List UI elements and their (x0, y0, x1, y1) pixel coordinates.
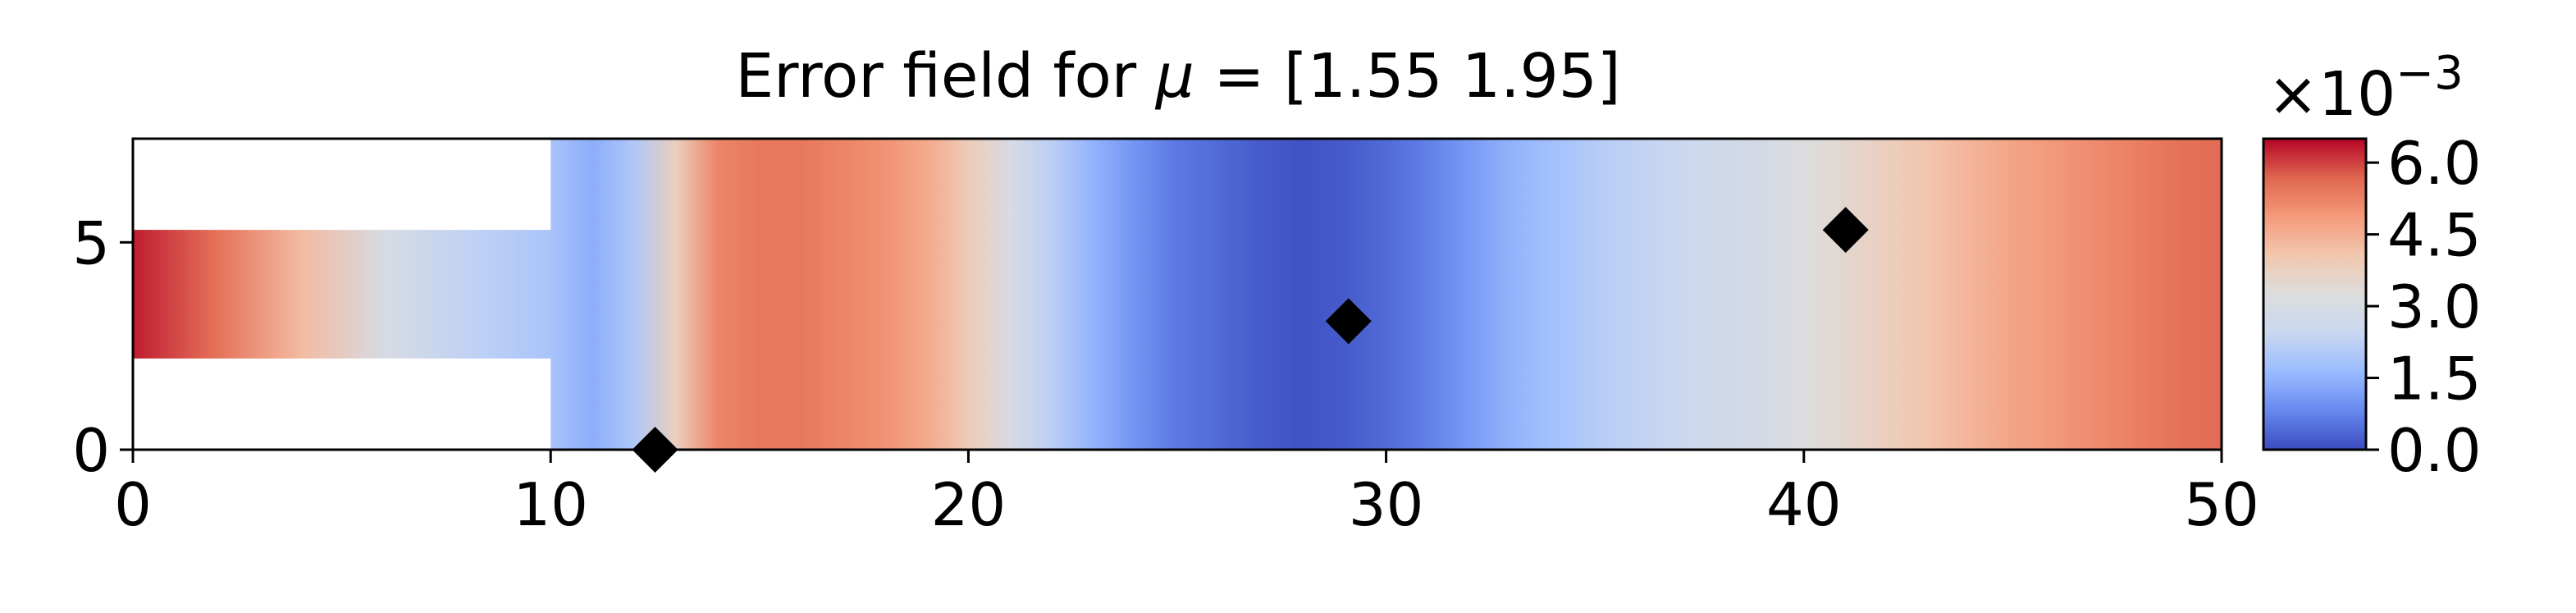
x-axis: 0 10 20 30 40 50 (114, 450, 2259, 539)
colorbar-ticks: 0.01.53.04.56.0 (2366, 129, 2482, 485)
colorbar-scale-exponent: −3 (2396, 47, 2464, 100)
x-tick-label: 30 (1349, 470, 1424, 539)
sensor-marker-2 (1325, 298, 1372, 345)
x-tick-label: 40 (1766, 470, 1842, 539)
colorbar-tick-label: 3.0 (2387, 272, 2482, 341)
y-tick-label: 5 (72, 208, 110, 277)
colorbar-tick-label: 1.5 (2387, 345, 2482, 414)
sensor-markers (632, 207, 1869, 473)
y-tick-label: 0 (72, 416, 110, 485)
colorbar: 0.01.53.04.56.0 ×10−3 (2262, 47, 2482, 485)
title-prefix: Error field for (735, 41, 1155, 112)
y-axis: 05 (72, 208, 133, 485)
title-suffix: = [1.55 1.95] (1194, 41, 1621, 112)
colorbar-scale-base: ×10 (2268, 59, 2396, 130)
colorbar-tick-label: 6.0 (2387, 129, 2482, 198)
colorbar-frame (2262, 137, 2368, 451)
error-heatmap (133, 139, 2222, 450)
flow-domain (133, 139, 2222, 450)
colorbar-gradient (2263, 139, 2366, 450)
chart-title: Error field for μ = [1.55 1.95] (735, 41, 1620, 112)
x-tick-label: 20 (931, 470, 1007, 539)
x-tick-label: 10 (513, 470, 588, 539)
colorbar-tick-label: 4.5 (2387, 201, 2482, 270)
x-tick-label: 0 (114, 470, 152, 539)
colorbar-tick-label: 0.0 (2387, 416, 2482, 485)
sensor-marker-3 (1822, 207, 1869, 254)
x-tick-label: 50 (2184, 470, 2259, 539)
plot-frame (131, 137, 2223, 451)
colorbar-scale-label: ×10−3 (2268, 47, 2464, 130)
title-mu-symbol: μ (1155, 41, 1194, 112)
